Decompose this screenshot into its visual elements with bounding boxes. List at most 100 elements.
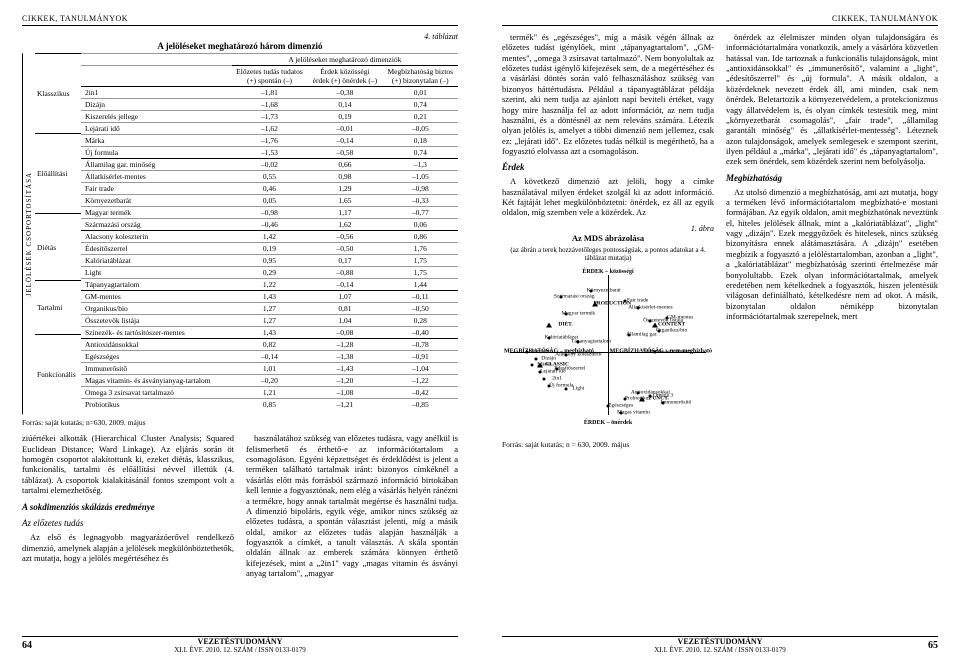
table-row: GM-mentes1,431,07–0,11 <box>81 291 458 303</box>
table-row: Származási ország–0,461,620,06 <box>81 219 458 231</box>
cell: –1,76 <box>232 135 307 147</box>
col-header-1: Előzetes tudás tudatos (+) spontán (–) <box>232 66 307 87</box>
cell: 0,18 <box>383 135 458 147</box>
cell: 1,21 <box>232 387 307 399</box>
table-row: Probiotikus0,85–1,21–0,85 <box>81 399 458 411</box>
cell: 0,55 <box>232 171 307 183</box>
mds-label: Új formula <box>549 383 573 390</box>
mds-label: Dizájn <box>541 355 556 362</box>
table-row: Színezék- és tartósítószer-mentes1,43–0,… <box>81 327 458 339</box>
row-label: Márka <box>81 135 232 147</box>
row-label: Kalóriatáblázat <box>81 255 232 267</box>
row-label: Immunerősítő <box>81 363 232 375</box>
right-h2: Megbízhatóság <box>726 173 938 184</box>
table-row: Tápanyagtartalom1,22–0,141,44 <box>81 279 458 291</box>
group-label: Diétás <box>35 214 81 280</box>
cell: –1,22 <box>383 375 458 387</box>
row-label: Összetevők listája <box>81 315 232 327</box>
main-table: A jelöléseket meghatározó dimenziók Előz… <box>81 53 458 410</box>
col-header-2: Érdek közösségi érdek (+) önérdek (–) <box>307 66 382 87</box>
cell: –0,98 <box>383 183 458 195</box>
cell: –1,3 <box>383 159 458 171</box>
mds-label: Alacsony koleszterin <box>555 352 601 359</box>
mds-label: Származási ország <box>554 294 595 301</box>
row-label: GM-mentes <box>81 291 232 303</box>
cell: –0,58 <box>307 147 382 159</box>
row-label: Tápanyagtartalom <box>81 279 232 291</box>
cell: –1,81 <box>232 87 307 99</box>
page-header-right: CIKKEK, TANULMÁNYOK <box>502 14 938 26</box>
row-label: Alacsony koleszterin <box>81 231 232 243</box>
table-row: Magyar termék–0,981,17–0,77 <box>81 207 458 219</box>
cell: –1,20 <box>307 375 382 387</box>
table-number: 4. táblázat <box>22 32 458 41</box>
axis-bottom-label: ÉRDEK – önérdek <box>584 420 632 427</box>
cell: –0,01 <box>307 123 382 135</box>
footer-issue-r: XLI. ÉVF. 2010. 12. SZÁM / ISSN 0133-017… <box>480 646 960 654</box>
mds-label: Állatkísérlet-mentes <box>628 304 673 311</box>
table-region: JELÖLÉSEK CSOPORTOSÍTÁSA KlasszikusElőál… <box>22 53 458 414</box>
table-row: Állatkísérlet-mentes0,550,98–1,05 <box>81 171 458 183</box>
mds-plot: ÉRDEK – közösségi ÉRDEK – önérdek MEGBÍZ… <box>502 267 714 437</box>
cell: 0,06 <box>383 219 458 231</box>
row-label: Magas vitamin- és ásványianyag-tartalom <box>81 375 232 387</box>
mds-label: Probiotikus <box>625 396 650 403</box>
cell: –0,46 <box>232 219 307 231</box>
table-row: Fair trade0,461,29–0,98 <box>81 183 458 195</box>
cell: –1,62 <box>232 123 307 135</box>
row-label: Magyar termék <box>81 207 232 219</box>
group-label: Tartalmi <box>35 281 81 334</box>
table-title: A jelöléseket meghatározó három dimenzió <box>22 41 458 51</box>
table-source: Forrás: saját kutatás; n=630, 2009. máju… <box>22 418 458 427</box>
cell: –0,50 <box>307 243 382 255</box>
figure-number: 1. ábra <box>502 224 714 234</box>
cell: 0,19 <box>232 243 307 255</box>
cell: –0,08 <box>307 327 382 339</box>
cell: 0,82 <box>232 339 307 351</box>
cell: –1,68 <box>232 99 307 111</box>
table-row: Összetevők listája1,271,040,28 <box>81 315 458 327</box>
figure-source: Forrás: saját kutatás; n = 630, 2009. má… <box>502 440 714 449</box>
cell: –0,14 <box>307 135 382 147</box>
cell: –0,20 <box>232 375 307 387</box>
cell: –1,38 <box>307 351 382 363</box>
cell: –0,02 <box>232 159 307 171</box>
cell: 0,28 <box>383 315 458 327</box>
cell: –1,08 <box>307 387 382 399</box>
cell: –0,78 <box>383 339 458 351</box>
left-body-text: ziúértékei alkották (Hierarchical Cluste… <box>22 433 458 578</box>
cell: 0,05 <box>232 195 307 207</box>
cell: 0,01 <box>383 87 458 99</box>
table-row: 2in1–1,81–0,380,01 <box>81 87 458 99</box>
row-label: Light <box>81 267 232 279</box>
mds-label: Organikus/bio <box>656 328 687 335</box>
row-label: Színezék- és tartósítószer-mentes <box>81 327 232 339</box>
cell: 1,27 <box>232 315 307 327</box>
left-footer: 64 VEZETÉSTUDOMÁNY XLI. ÉVF. 2010. 12. S… <box>22 636 458 651</box>
mds-label: Magyar termék <box>561 311 595 318</box>
cell: 0,17 <box>307 255 382 267</box>
cell: 1,17 <box>307 207 382 219</box>
table-row: Új formula–1,53–0,580,74 <box>81 147 458 159</box>
row-label: Édesítőszerrel <box>81 243 232 255</box>
col-header-3: Megbízhatóság biztos (+) bizonytalan (–) <box>383 66 458 87</box>
cell: 0,14 <box>307 99 382 111</box>
row-label: Antioxidánsokkal <box>81 339 232 351</box>
row-label: Kiszerelés jellege <box>81 111 232 123</box>
mds-group-label: PRODUCTION <box>593 301 631 308</box>
cell: –0,88 <box>307 267 382 279</box>
mds-point <box>564 388 567 391</box>
cell: 0,95 <box>232 255 307 267</box>
mds-label: Kalóriatáblázat <box>545 335 579 342</box>
left-p2: Az első és legnagyobb magyarázóerővel re… <box>22 532 234 563</box>
cell: –0,77 <box>383 207 458 219</box>
row-label: Új formula <box>81 147 232 159</box>
mds-label: Egészséges <box>608 403 633 410</box>
cell: –1,43 <box>307 363 382 375</box>
cell: 1,22 <box>232 279 307 291</box>
mds-label: 2in1 <box>552 376 562 383</box>
mds-group-marker <box>537 363 543 368</box>
cell: 0,19 <box>307 111 382 123</box>
cell: 0,74 <box>383 147 458 159</box>
right-h1: Érdek <box>502 162 714 173</box>
